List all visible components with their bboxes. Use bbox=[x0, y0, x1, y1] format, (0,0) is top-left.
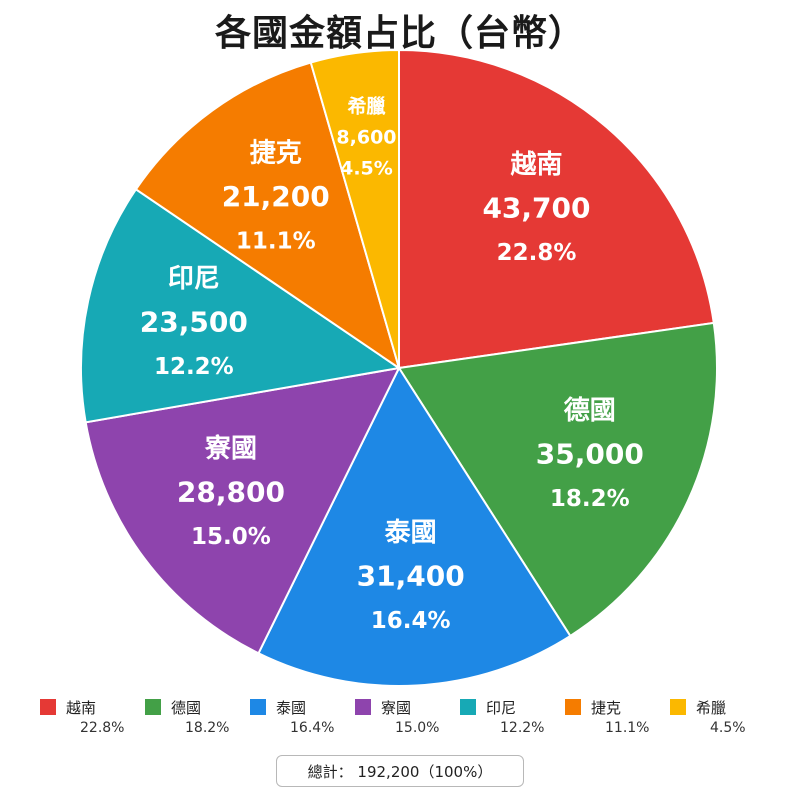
legend-item-czech: 捷克 11.1% bbox=[565, 696, 665, 736]
chart-title: 各國金額占比（台幣） bbox=[214, 13, 585, 54]
slice-label-percent: 11.1% bbox=[236, 229, 316, 255]
legend-percent: 15.0% bbox=[395, 720, 440, 736]
legend-item-indonesia: 印尼 12.2% bbox=[460, 696, 560, 736]
pie-slice-vietnam bbox=[398, 48, 715, 370]
slice-label-name: 捷克 bbox=[250, 139, 302, 169]
legend-swatch bbox=[460, 699, 476, 715]
legend-item-vietnam: 越南 22.8% bbox=[40, 696, 140, 736]
slice-label-name: 德國 bbox=[564, 396, 616, 426]
legend-item-greece: 希臘 4.5% bbox=[670, 696, 770, 736]
slice-label-name: 泰國 bbox=[385, 518, 437, 548]
legend-percent: 4.5% bbox=[710, 720, 746, 736]
legend-percent: 18.2% bbox=[185, 720, 230, 736]
pie-slice-thailand bbox=[257, 365, 572, 687]
legend-swatch bbox=[40, 699, 56, 715]
slice-label-percent: 15.0% bbox=[191, 524, 271, 550]
legend-label: 越南 bbox=[66, 698, 97, 717]
legend-label: 德國 bbox=[171, 698, 202, 717]
slice-label-name: 寮國 bbox=[204, 433, 257, 464]
legend-percent: 11.1% bbox=[605, 720, 650, 736]
slice-label-value: 21,200 bbox=[222, 180, 330, 213]
slice-label-percent: 12.2% bbox=[154, 354, 234, 380]
legend-swatch bbox=[670, 699, 686, 715]
chart-legend: 越南 22.8% 德國 18.2% 泰國 16.4% 寮國 15.0% 印尼 12.2% 捷克 11.… bbox=[40, 696, 770, 736]
legend-swatch bbox=[355, 699, 371, 715]
pie-slice-czech bbox=[134, 61, 401, 371]
legend-item-thailand: 泰國 16.4% bbox=[250, 696, 350, 736]
legend-item-laos: 寮國 15.0% bbox=[355, 696, 455, 736]
slice-label-name: 越南 bbox=[510, 150, 562, 180]
slice-label-value: 43,700 bbox=[482, 191, 590, 224]
legend-label: 希臘 bbox=[696, 698, 727, 717]
legend-percent: 22.8% bbox=[80, 720, 125, 736]
pie-slice-germany bbox=[397, 321, 718, 638]
slice-label-percent: 18.2% bbox=[550, 486, 630, 512]
slice-label-percent: 4.5% bbox=[340, 158, 393, 180]
slice-label-value: 23,500 bbox=[140, 306, 248, 339]
slice-label-percent: 16.4% bbox=[371, 608, 451, 634]
slice-label-value: 8,600 bbox=[336, 127, 396, 149]
legend-swatch bbox=[565, 699, 581, 715]
legend-label: 捷克 bbox=[591, 698, 622, 717]
legend-swatch bbox=[145, 699, 161, 715]
pie-slice-laos bbox=[84, 366, 401, 655]
slice-label-name: 印尼 bbox=[168, 264, 220, 294]
legend-label: 泰國 bbox=[276, 698, 307, 717]
slice-label-value: 28,800 bbox=[177, 476, 285, 509]
legend-label: 寮國 bbox=[381, 698, 412, 717]
slice-label-value: 35,000 bbox=[536, 437, 644, 470]
legend-percent: 16.4% bbox=[290, 720, 335, 736]
slice-label-percent: 22.8% bbox=[497, 240, 577, 266]
pie-slice-indonesia bbox=[80, 187, 402, 424]
pie-chart: 越南 43,700 22.8% 德國 35,000 18.2% 泰國 31,400 16.4% 寮… bbox=[80, 48, 718, 687]
legend-swatch bbox=[250, 699, 266, 715]
slice-label-value: 31,400 bbox=[357, 560, 465, 593]
total-summary: 總計： 192,200（100%） bbox=[276, 755, 524, 787]
legend-percent: 12.2% bbox=[500, 720, 545, 736]
legend-item-germany: 德國 18.2% bbox=[145, 696, 245, 736]
slice-label-name: 希臘 bbox=[347, 95, 385, 118]
pie-slice-greece bbox=[309, 48, 400, 369]
legend-label: 印尼 bbox=[486, 698, 517, 717]
